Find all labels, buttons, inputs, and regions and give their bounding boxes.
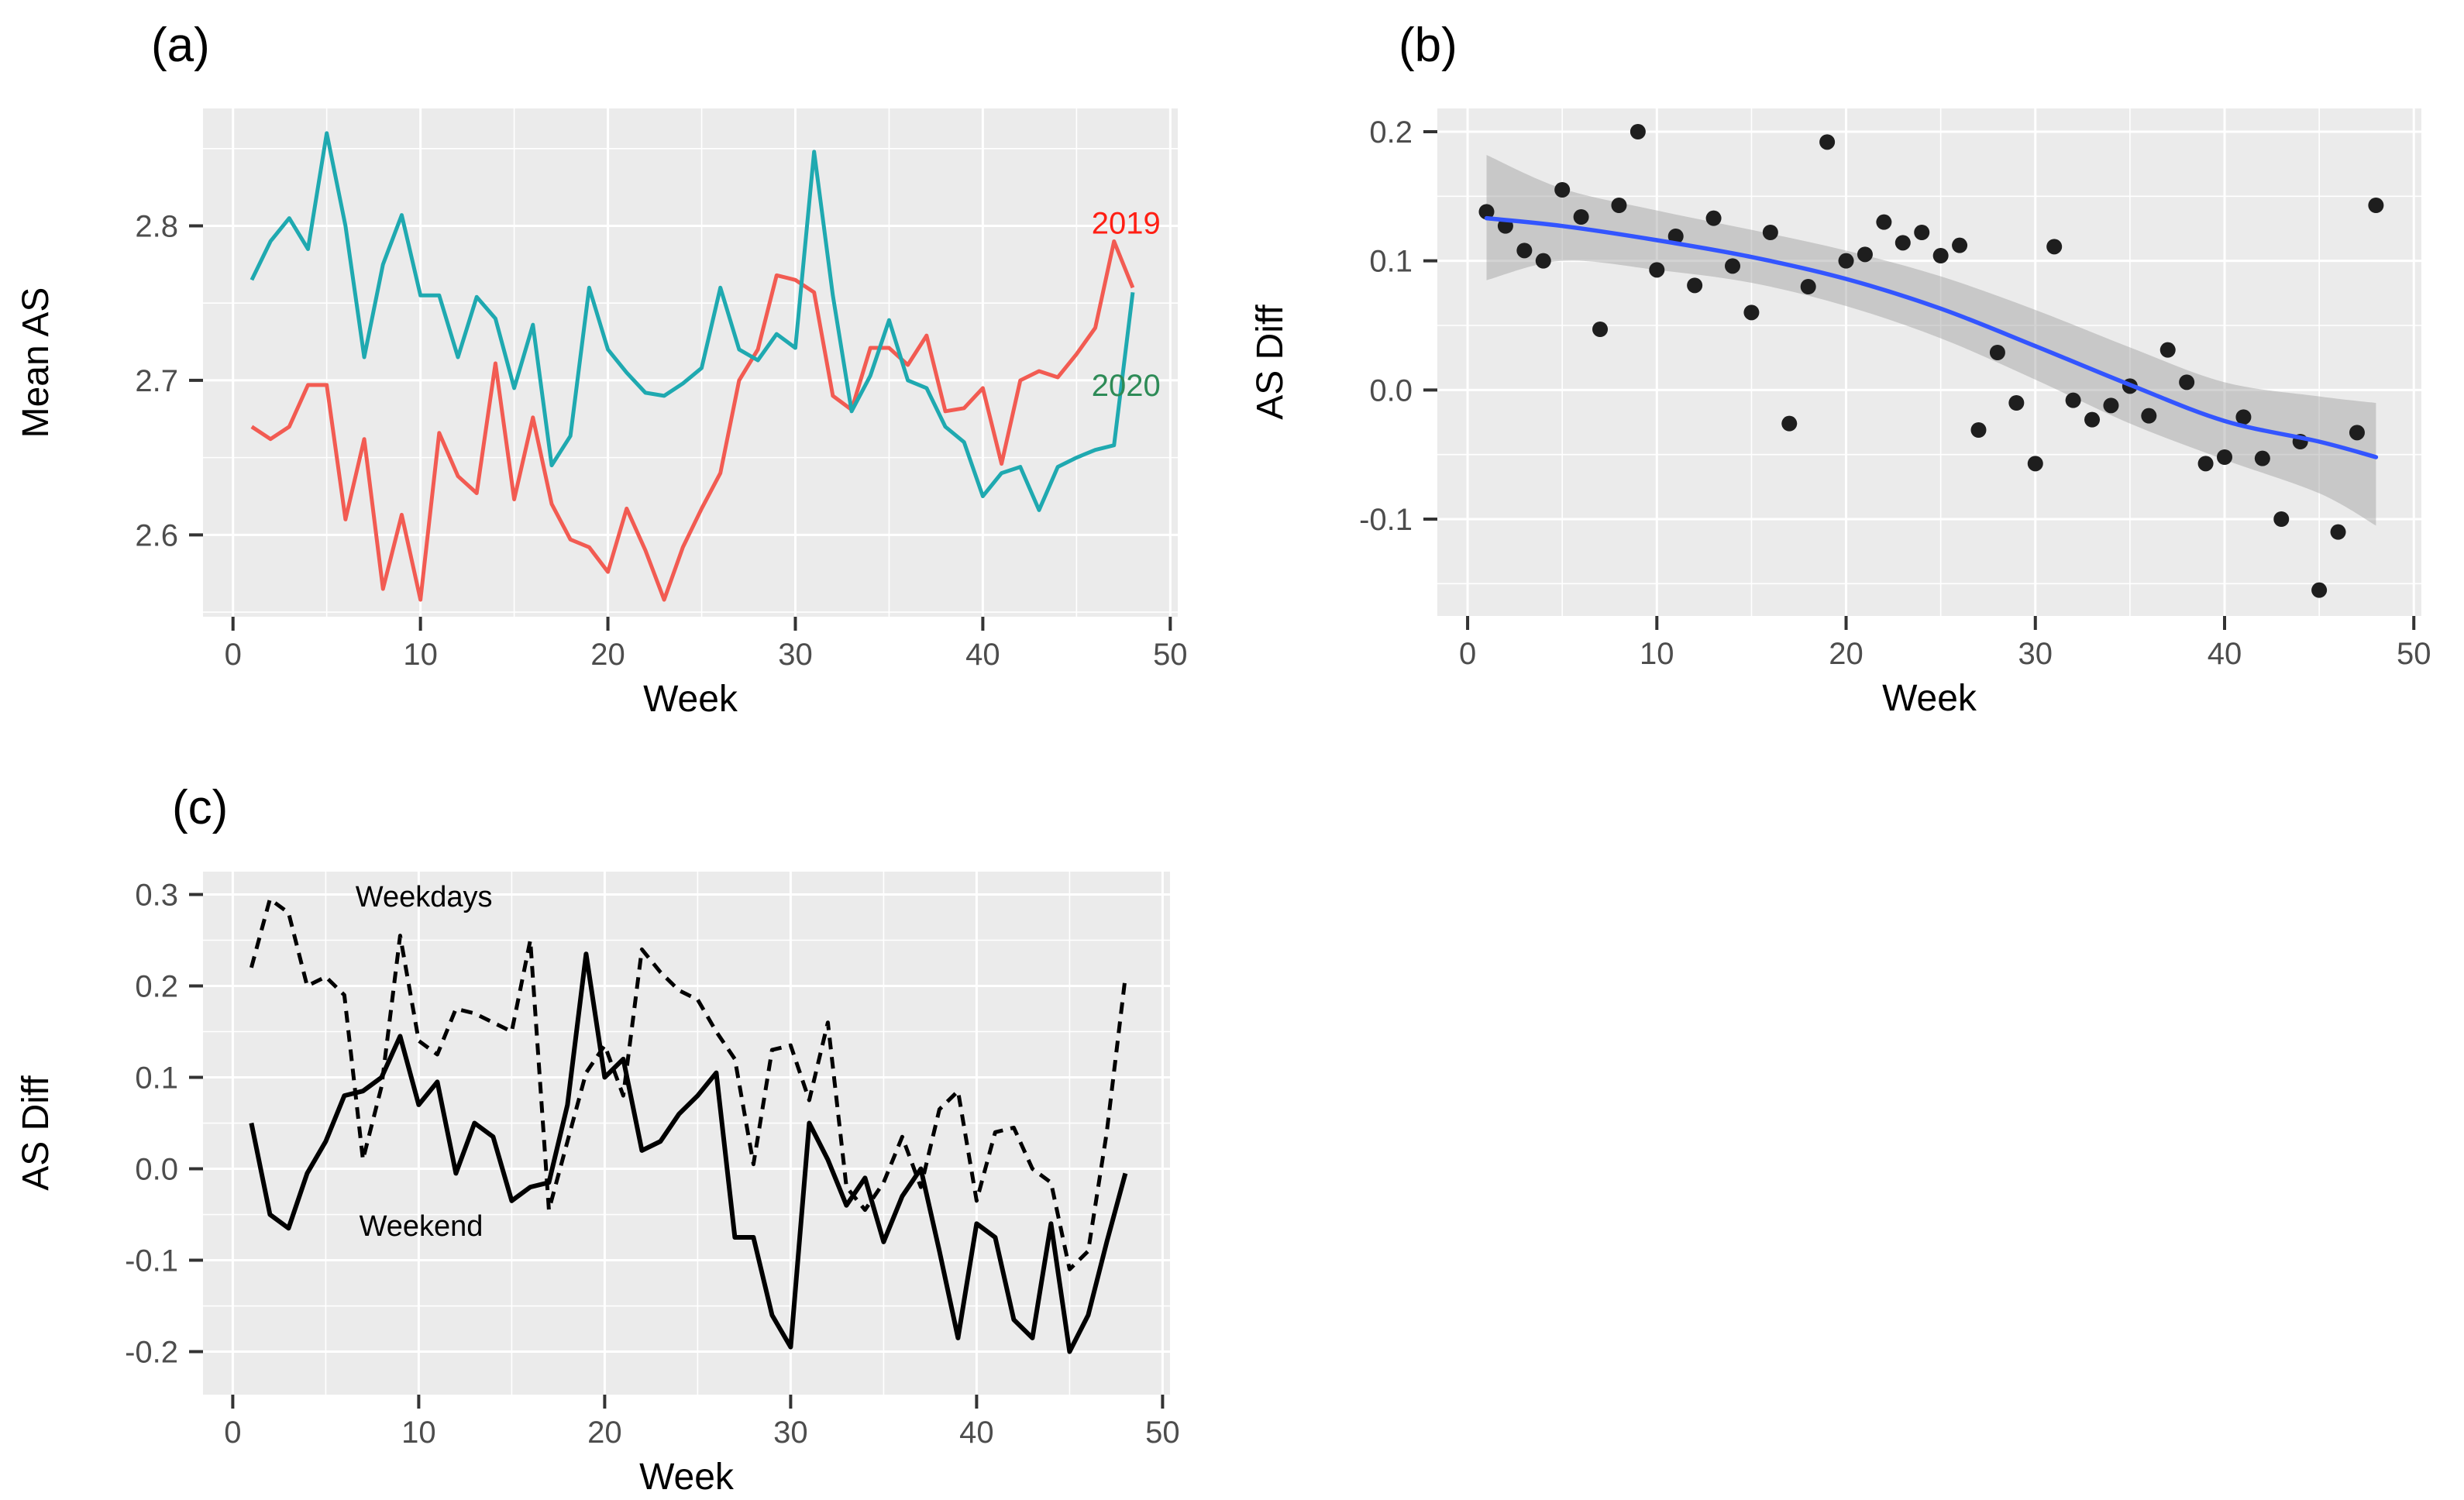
svg-text:20: 20	[587, 1416, 622, 1450]
svg-text:20: 20	[590, 638, 625, 672]
panel-c: (c) Weekdays Weekend 0 10 20 30 40 50 0.3 0.2 0.1 0…	[0, 744, 1232, 1500]
panel-a-letter: (a)	[151, 19, 210, 72]
svg-text:Week: Week	[639, 1457, 735, 1498]
svg-text:0.3: 0.3	[135, 879, 178, 913]
svg-text:40: 40	[965, 638, 1000, 672]
svg-text:0.1: 0.1	[1369, 245, 1413, 279]
svg-text:2.8: 2.8	[135, 210, 178, 244]
panel-b-chart: 0 10 20 30 40 50 0.2 0.1 0.0 -0.1 Week AS Diff	[1250, 108, 2431, 719]
svg-text:0: 0	[224, 1416, 241, 1450]
svg-text:10: 10	[403, 638, 438, 672]
svg-text:Weekdays: Weekdays	[356, 881, 493, 913]
svg-text:50: 50	[1153, 638, 1188, 672]
svg-text:-0.1: -0.1	[1359, 503, 1413, 537]
svg-text:20: 20	[1829, 637, 1863, 671]
svg-text:AS Diff: AS Diff	[1250, 304, 1291, 420]
svg-text:2.7: 2.7	[135, 364, 178, 398]
svg-text:0.2: 0.2	[135, 970, 178, 1004]
svg-text:10: 10	[401, 1416, 436, 1450]
panel-c-chart: Weekdays Weekend 0 10 20 30 40 50 0.3 0.2 0.1 0.0 -0…	[15, 872, 1180, 1498]
svg-text:0: 0	[225, 638, 242, 672]
svg-text:2.6: 2.6	[135, 518, 178, 552]
svg-text:30: 30	[773, 1416, 808, 1450]
svg-text:50: 50	[2397, 637, 2431, 671]
svg-text:Weekend: Weekend	[360, 1210, 484, 1243]
svg-text:AS Diff: AS Diff	[15, 1075, 57, 1191]
svg-text:0.1: 0.1	[135, 1061, 178, 1096]
svg-text:-0.1: -0.1	[125, 1244, 178, 1278]
svg-text:40: 40	[959, 1416, 994, 1450]
svg-text:-0.2: -0.2	[125, 1336, 178, 1370]
svg-text:Mean AS: Mean AS	[15, 287, 57, 439]
panel-a-chart: 2019 2020 0 10 20 30 40 50 2.6 2.7 2.8 Week Mean AS	[15, 108, 1188, 720]
svg-text:0.2: 0.2	[1369, 115, 1413, 150]
svg-text:Week: Week	[643, 679, 738, 720]
panel-b-letter: (b)	[1399, 19, 1457, 72]
svg-text:2019: 2019	[1092, 207, 1161, 241]
svg-text:0.0: 0.0	[135, 1153, 178, 1187]
panel-c-letter: (c)	[172, 781, 229, 834]
svg-text:40: 40	[2208, 637, 2242, 671]
svg-text:50: 50	[1145, 1416, 1180, 1450]
panel-b: (b) 0 10 20 30 40 50 0.2 0.1 0.0 -0.1 Week AS Diff	[1232, 0, 2464, 744]
svg-text:10: 10	[1640, 637, 1674, 671]
svg-text:30: 30	[2018, 637, 2053, 671]
svg-text:30: 30	[778, 638, 813, 672]
svg-text:0: 0	[1459, 637, 1476, 671]
svg-text:2020: 2020	[1092, 369, 1161, 403]
svg-text:0.0: 0.0	[1369, 373, 1413, 408]
panel-a: (a) 2019 2020 0 10 20 30 40 50 2.6 2.7 2.8 Week Mean…	[0, 0, 1232, 744]
svg-text:Week: Week	[1882, 678, 1977, 719]
